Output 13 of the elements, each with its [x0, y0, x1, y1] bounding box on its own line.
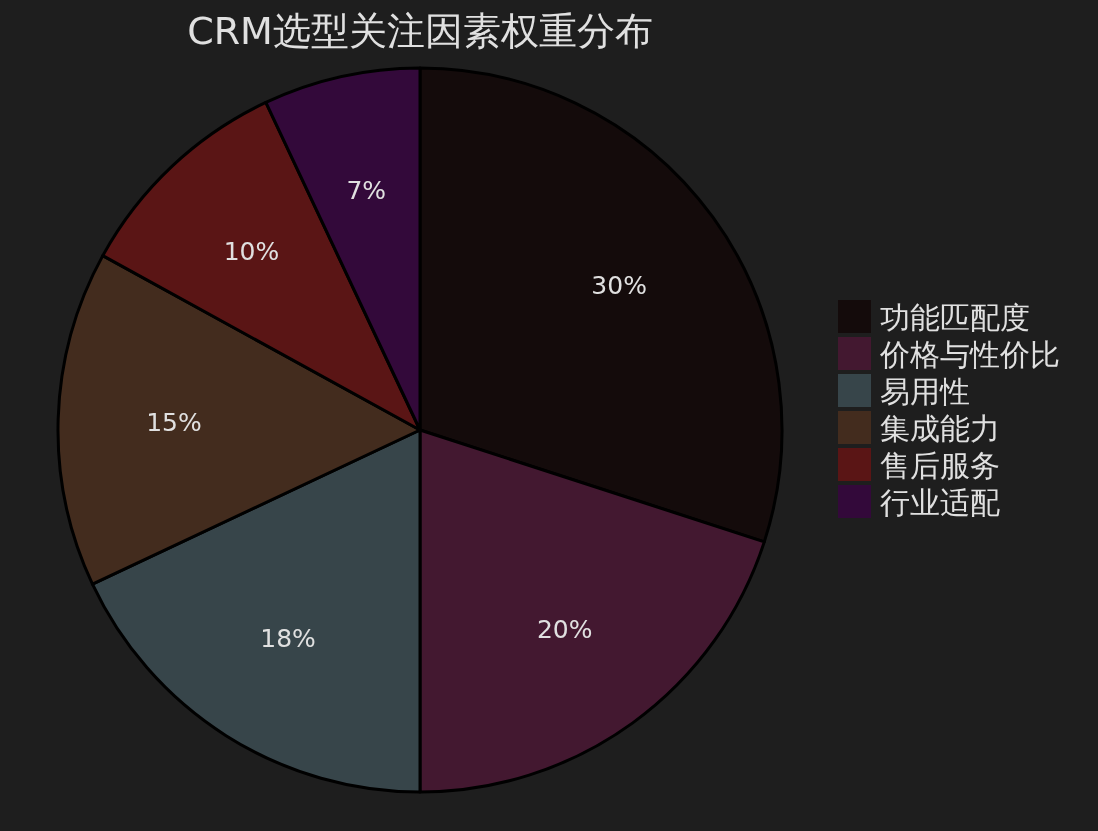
legend-label: 行业适配 [880, 485, 1000, 520]
legend-label: 集成能力 [880, 411, 1000, 446]
data-label: 20% [536, 615, 593, 645]
data-label: 30% [591, 271, 647, 301]
data-label: 10% [223, 236, 280, 266]
legend-label: 售后服务 [880, 448, 1000, 483]
legend-label: 易用性 [880, 374, 970, 409]
data-label: 18% [260, 623, 316, 653]
legend-label: 功能匹配度 [880, 300, 1030, 335]
data-label: 15% [146, 408, 202, 438]
data-label: 7% [346, 175, 387, 205]
chart-title: CRM选型关注因素权重分布 [187, 9, 653, 53]
legend-label: 价格与性价比 [879, 337, 1060, 372]
